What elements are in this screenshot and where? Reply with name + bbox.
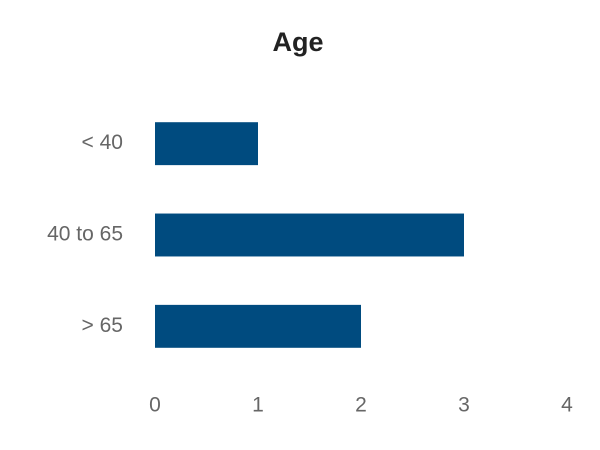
x-tick-label: 2: [355, 394, 367, 417]
y-tick-label: 40 to 65: [47, 223, 123, 246]
y-tick-label: > 65: [82, 314, 123, 337]
bar: [155, 122, 258, 166]
chart-title: Age: [272, 27, 323, 57]
bar: [155, 304, 361, 348]
y-tick-label: < 40: [82, 131, 123, 154]
x-tick-label: 0: [149, 394, 161, 417]
x-tick-label: 3: [458, 394, 470, 417]
x-tick-label: 1: [252, 394, 264, 417]
bar: [155, 213, 464, 257]
x-tick-label: 4: [561, 394, 573, 417]
